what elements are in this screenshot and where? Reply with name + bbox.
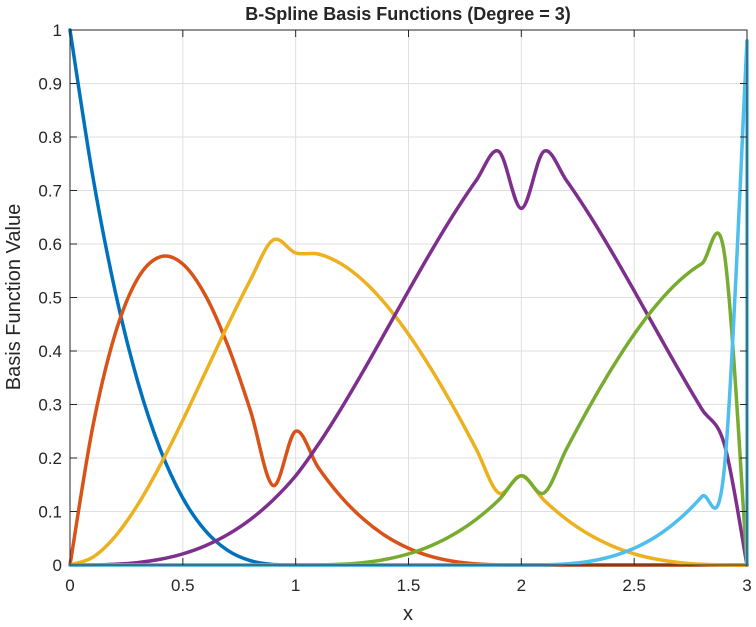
y-tick-label: 0.9 (38, 75, 62, 94)
y-tick-label: 0.5 (38, 289, 62, 308)
y-tick-label: 0.8 (38, 128, 62, 147)
y-tick-label: 0.1 (38, 503, 62, 522)
ticks (69, 29, 748, 566)
x-tick-label: 3 (742, 576, 751, 595)
y-tick-label: 0.6 (38, 235, 62, 254)
tick-labels: 0 0.5 1 1.5 2 2.5 3 0 0.1 0.2 0.3 0.4 0.5 0.6 0.7 0.8 0.… (38, 21, 751, 595)
x-tick-label: 2.5 (622, 576, 646, 595)
x-tick-label: 2 (517, 576, 526, 595)
y-tick-label: 0.3 (38, 396, 62, 415)
x-tick-label: 0 (65, 576, 74, 595)
x-tick-label: 1 (291, 576, 300, 595)
x-tick-label: 1.5 (397, 576, 421, 595)
y-axis-label: Basis Function Value (3, 204, 25, 390)
y-tick-label: 0.2 (38, 449, 62, 468)
y-tick-label: 0.4 (38, 342, 62, 361)
x-tick-label: 0.5 (171, 576, 195, 595)
y-tick-label: 0 (53, 556, 62, 575)
y-tick-label: 1 (53, 21, 62, 40)
series-line-3 (68, 237, 749, 567)
x-axis-label: x (403, 603, 413, 625)
chart-title: B-Spline Basis Functions (Degree = 3) (245, 4, 571, 24)
series-line-4 (68, 149, 749, 567)
y-tick-label: 0.7 (38, 182, 62, 201)
